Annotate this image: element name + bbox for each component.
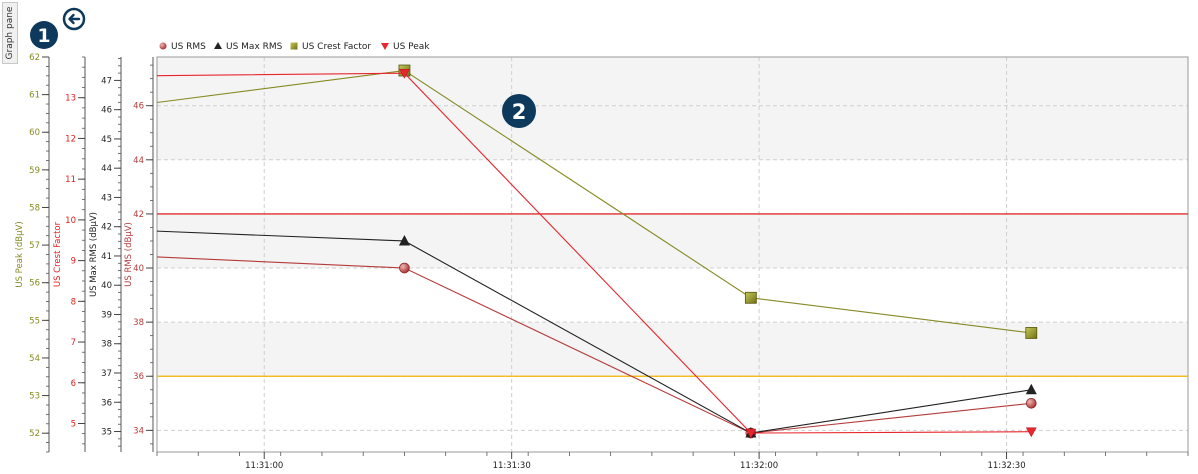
y-tick-label: 42: [101, 223, 112, 233]
y-tick-label: 62: [29, 53, 40, 63]
plot-border: [156, 56, 1189, 453]
background-band: [157, 57, 1188, 106]
x-axis: 11:31:00 11:31:30 11:32:00 11:32:30: [156, 452, 1189, 471]
y-tick-label: 41: [101, 252, 112, 262]
legend-marker: [381, 43, 389, 50]
series-line-us-crest-factor: [156, 69, 1032, 334]
y-tick-label: 45: [101, 135, 112, 145]
y-axis-crest: 5 6 7 8 9 10 11 12 13 US Crest Factor: [53, 56, 86, 452]
legend-label: US Max RMS: [226, 42, 283, 52]
y-tick-label: 53: [29, 392, 40, 402]
background-band: [157, 105, 1188, 160]
y-tick-label: 12: [65, 134, 76, 144]
marker-us-peak: [1025, 427, 1037, 438]
step-badge-1-text: 1: [37, 25, 50, 47]
y-tick-label: 13: [65, 94, 76, 104]
y-axis-title: US RMS (dBµV): [124, 222, 134, 287]
y-tick-label: 6: [71, 379, 76, 389]
y-tick-label: 39: [101, 310, 112, 320]
y-tick-label: 5: [71, 419, 76, 429]
y-tick-label: 10: [65, 216, 76, 226]
series-line-us-peak: [156, 72, 1032, 434]
y-tick-label: 9: [71, 257, 76, 267]
series-line-us-max-rms: [156, 230, 1032, 434]
y-tick-label: 46: [101, 106, 112, 116]
y-tick-label: 36: [101, 398, 112, 408]
y-tick-label: 46: [133, 102, 144, 112]
y-tick-label: 34: [133, 426, 144, 436]
marker-us-rms: [1025, 398, 1037, 409]
y-tick-label: 57: [29, 241, 40, 251]
y-tick-label: 58: [29, 203, 40, 213]
legend-item-us-rms: US RMS: [159, 42, 206, 52]
y-axis-title: US Max RMS (dBµV): [89, 212, 99, 297]
y-axis-title: US Peak (dBµV): [15, 221, 25, 287]
x-tick-label: 11:32:30: [987, 461, 1025, 471]
y-tick-label: 37: [101, 369, 112, 379]
y-axis-title: US Crest Factor: [53, 221, 63, 287]
y-tick-label: 40: [101, 281, 112, 291]
graph-pane-tab[interactable]: Graph pane: [2, 2, 18, 64]
marker-us-peak: [745, 428, 757, 439]
y-tick-label: 40: [133, 264, 144, 274]
y-axis-rms: 34 36 38 40 42 44 46 US RMS (dBµV): [124, 57, 154, 452]
x-tick-label: 11:31:30: [493, 461, 531, 471]
legend-marker: [159, 42, 167, 50]
marker-us-max-rms: [1025, 383, 1037, 395]
y-tick-label: 36: [133, 372, 144, 382]
y-tick-label: 7: [71, 338, 76, 348]
legend-label: US Peak: [393, 42, 430, 52]
y-tick-label: 56: [29, 279, 40, 289]
y-tick-label: 44: [101, 164, 112, 174]
y-tick-label: 54: [29, 354, 40, 364]
y-tick-label: 38: [133, 318, 144, 328]
y-tick-label: 43: [101, 193, 112, 203]
legend-marker: [290, 42, 298, 50]
plot-background: [157, 57, 1188, 452]
series-layer: [156, 64, 1038, 439]
y-tick-label: 35: [101, 428, 112, 438]
y-tick-label: 8: [71, 297, 76, 307]
x-tick-label: 11:32:00: [740, 461, 778, 471]
y-tick-label: 59: [29, 166, 40, 176]
legend-label: US RMS: [171, 42, 206, 52]
legend-marker: [214, 42, 222, 49]
series-line-us-rms: [156, 256, 1032, 434]
background-band: [157, 213, 1188, 269]
y-tick-label: 38: [101, 340, 112, 350]
y-tick-label: 52: [29, 429, 40, 439]
back-arrow-icon[interactable]: [62, 7, 86, 31]
step-badge-2: 2: [502, 94, 536, 128]
step-badge-1: 1: [30, 21, 58, 49]
legend-item-us-peak: US Peak: [381, 42, 430, 52]
limit-lines: [157, 213, 1188, 377]
y-tick-label: 11: [65, 175, 76, 185]
marker-us-crest-factor: [1025, 327, 1038, 339]
y-tick-label: 42: [133, 210, 144, 220]
legend-item-us-max-rms: US Max RMS: [214, 42, 283, 52]
legend-label: US Crest Factor: [302, 42, 371, 52]
legend-item-us-crest-factor: US Crest Factor: [290, 42, 371, 52]
y-tick-label: 60: [29, 128, 40, 138]
y-tick-label: 44: [133, 156, 144, 166]
y-axis-max_rms: 35 36 37 38 39 40 41 42 43 44 45 46 47 US Max RMS (dB…: [89, 57, 122, 452]
marker-us-rms: [399, 262, 410, 274]
y-tick-label: 47: [101, 76, 112, 86]
x-tick-label: 11:31:00: [245, 461, 283, 471]
step-badge-2-text: 2: [512, 100, 527, 124]
legend: US RMS US Max RMS US Crest Factor US Peak: [159, 42, 430, 52]
y-axis-peak: 52 53 54 55 56 57 58 59 60 61 62 US Peak (dBµV): [15, 53, 50, 453]
marker-us-peak: [399, 68, 410, 79]
marker-us-max-rms: [398, 234, 410, 246]
marker-us-crest-factor: [744, 291, 757, 304]
y-tick-label: 55: [29, 316, 40, 326]
y-tick-label: 61: [29, 91, 40, 101]
